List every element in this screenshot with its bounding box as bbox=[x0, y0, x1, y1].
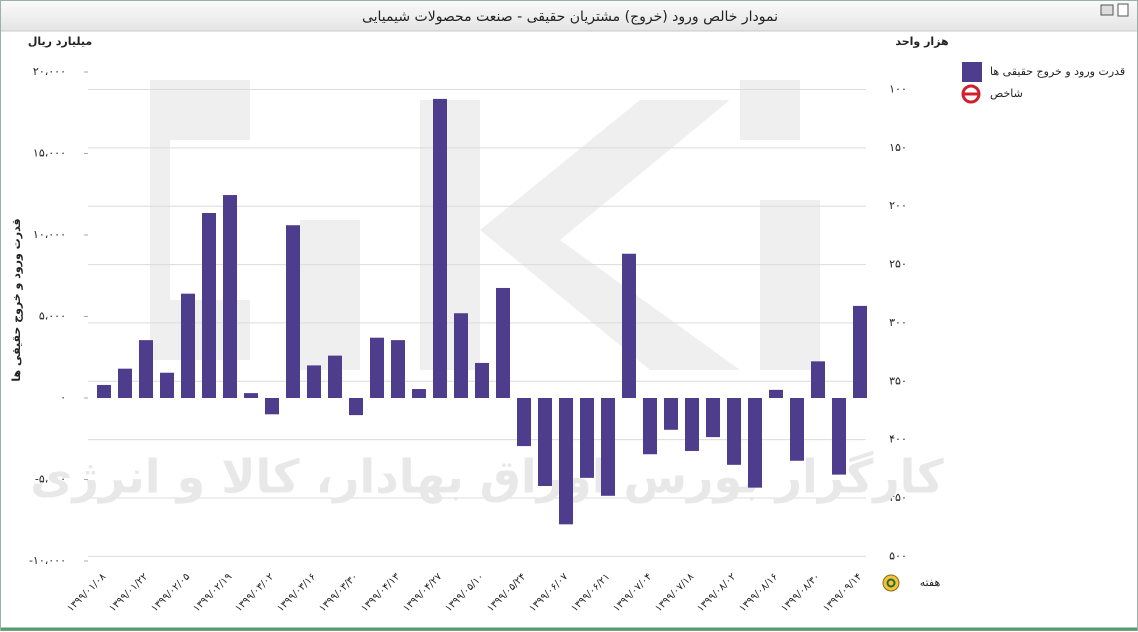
y2-tick-label: ۲۵۰ bbox=[889, 258, 907, 271]
bar bbox=[853, 305, 867, 398]
watermark-logo bbox=[150, 80, 820, 370]
bar bbox=[433, 98, 447, 399]
legend-label: شاخص bbox=[990, 87, 1023, 100]
bar bbox=[202, 212, 216, 398]
bar bbox=[307, 365, 321, 398]
legend-label: قدرت ورود و خروج حقیقی ها bbox=[990, 65, 1125, 78]
y-tick-label: -۵،۰۰۰ bbox=[35, 473, 66, 486]
watermark-text: کارگزار بورس اوراق بهادار، کالا و انرژی bbox=[30, 450, 944, 504]
y2-tick-label: ۱۵۰ bbox=[889, 141, 907, 154]
bar bbox=[160, 372, 174, 398]
y2-tick-label: ۳۵۰ bbox=[889, 374, 907, 387]
bar bbox=[412, 389, 426, 398]
y-axis-title: قدرت ورود و خروج حقیقی ها bbox=[10, 218, 24, 381]
bar bbox=[538, 398, 552, 487]
bar bbox=[685, 398, 699, 451]
bar bbox=[811, 361, 825, 398]
bar bbox=[664, 398, 678, 430]
bar bbox=[559, 398, 573, 525]
y-tick-label: ۱۵،۰۰۰ bbox=[33, 147, 66, 160]
bar bbox=[496, 287, 510, 398]
bar bbox=[370, 337, 384, 398]
y2-tick-label: ۳۰۰ bbox=[889, 316, 907, 329]
export-icons[interactable] bbox=[1100, 3, 1129, 17]
bar bbox=[769, 389, 783, 398]
y2-tick-label: ۲۰۰ bbox=[889, 199, 907, 212]
y-tick-label: ۱۰،۰۰۰ bbox=[33, 228, 66, 241]
legend-swatch bbox=[962, 62, 982, 82]
bar bbox=[97, 384, 111, 398]
bar bbox=[223, 195, 237, 398]
bar bbox=[139, 340, 153, 398]
bar bbox=[832, 398, 846, 475]
y2-tick-label: ۴۵۰ bbox=[889, 491, 907, 504]
bar bbox=[727, 398, 741, 465]
chart-title: نمودار خالص ورود (خروج) مشتریان حقیقی - … bbox=[362, 9, 778, 25]
y-tick-label: ۲۰،۰۰۰ bbox=[33, 65, 66, 78]
bar bbox=[580, 398, 594, 478]
bar bbox=[706, 398, 720, 438]
bar bbox=[391, 340, 405, 398]
bar bbox=[517, 398, 531, 447]
bar bbox=[475, 362, 489, 398]
y2-tick-label: ۴۰۰ bbox=[889, 433, 907, 446]
bar bbox=[748, 398, 762, 488]
bar bbox=[622, 253, 636, 398]
y-tick-label: ۵،۰۰۰ bbox=[39, 310, 66, 323]
y2-tick-label: ۵۰۰ bbox=[889, 549, 907, 562]
y2-unit: هزار واحد bbox=[895, 35, 948, 48]
bar bbox=[349, 398, 363, 416]
bar bbox=[454, 313, 468, 398]
y2-tick-label: ۱۰۰ bbox=[889, 83, 907, 96]
y-tick-label: -۱۰،۰۰۰ bbox=[29, 554, 66, 567]
bar bbox=[265, 398, 279, 415]
bar bbox=[643, 398, 657, 455]
bar bbox=[328, 355, 342, 398]
bar bbox=[790, 398, 804, 461]
bar bbox=[181, 293, 195, 398]
y-unit: میلیارد ریال bbox=[28, 35, 92, 48]
title-bar bbox=[1, 1, 1137, 31]
bar bbox=[286, 225, 300, 398]
y-tick-label: ۰ bbox=[60, 391, 66, 404]
bar bbox=[601, 398, 615, 496]
x-axis-title: هفته bbox=[920, 576, 941, 589]
refresh-icon[interactable] bbox=[882, 574, 900, 592]
bar bbox=[118, 368, 132, 398]
bar bbox=[244, 393, 258, 398]
